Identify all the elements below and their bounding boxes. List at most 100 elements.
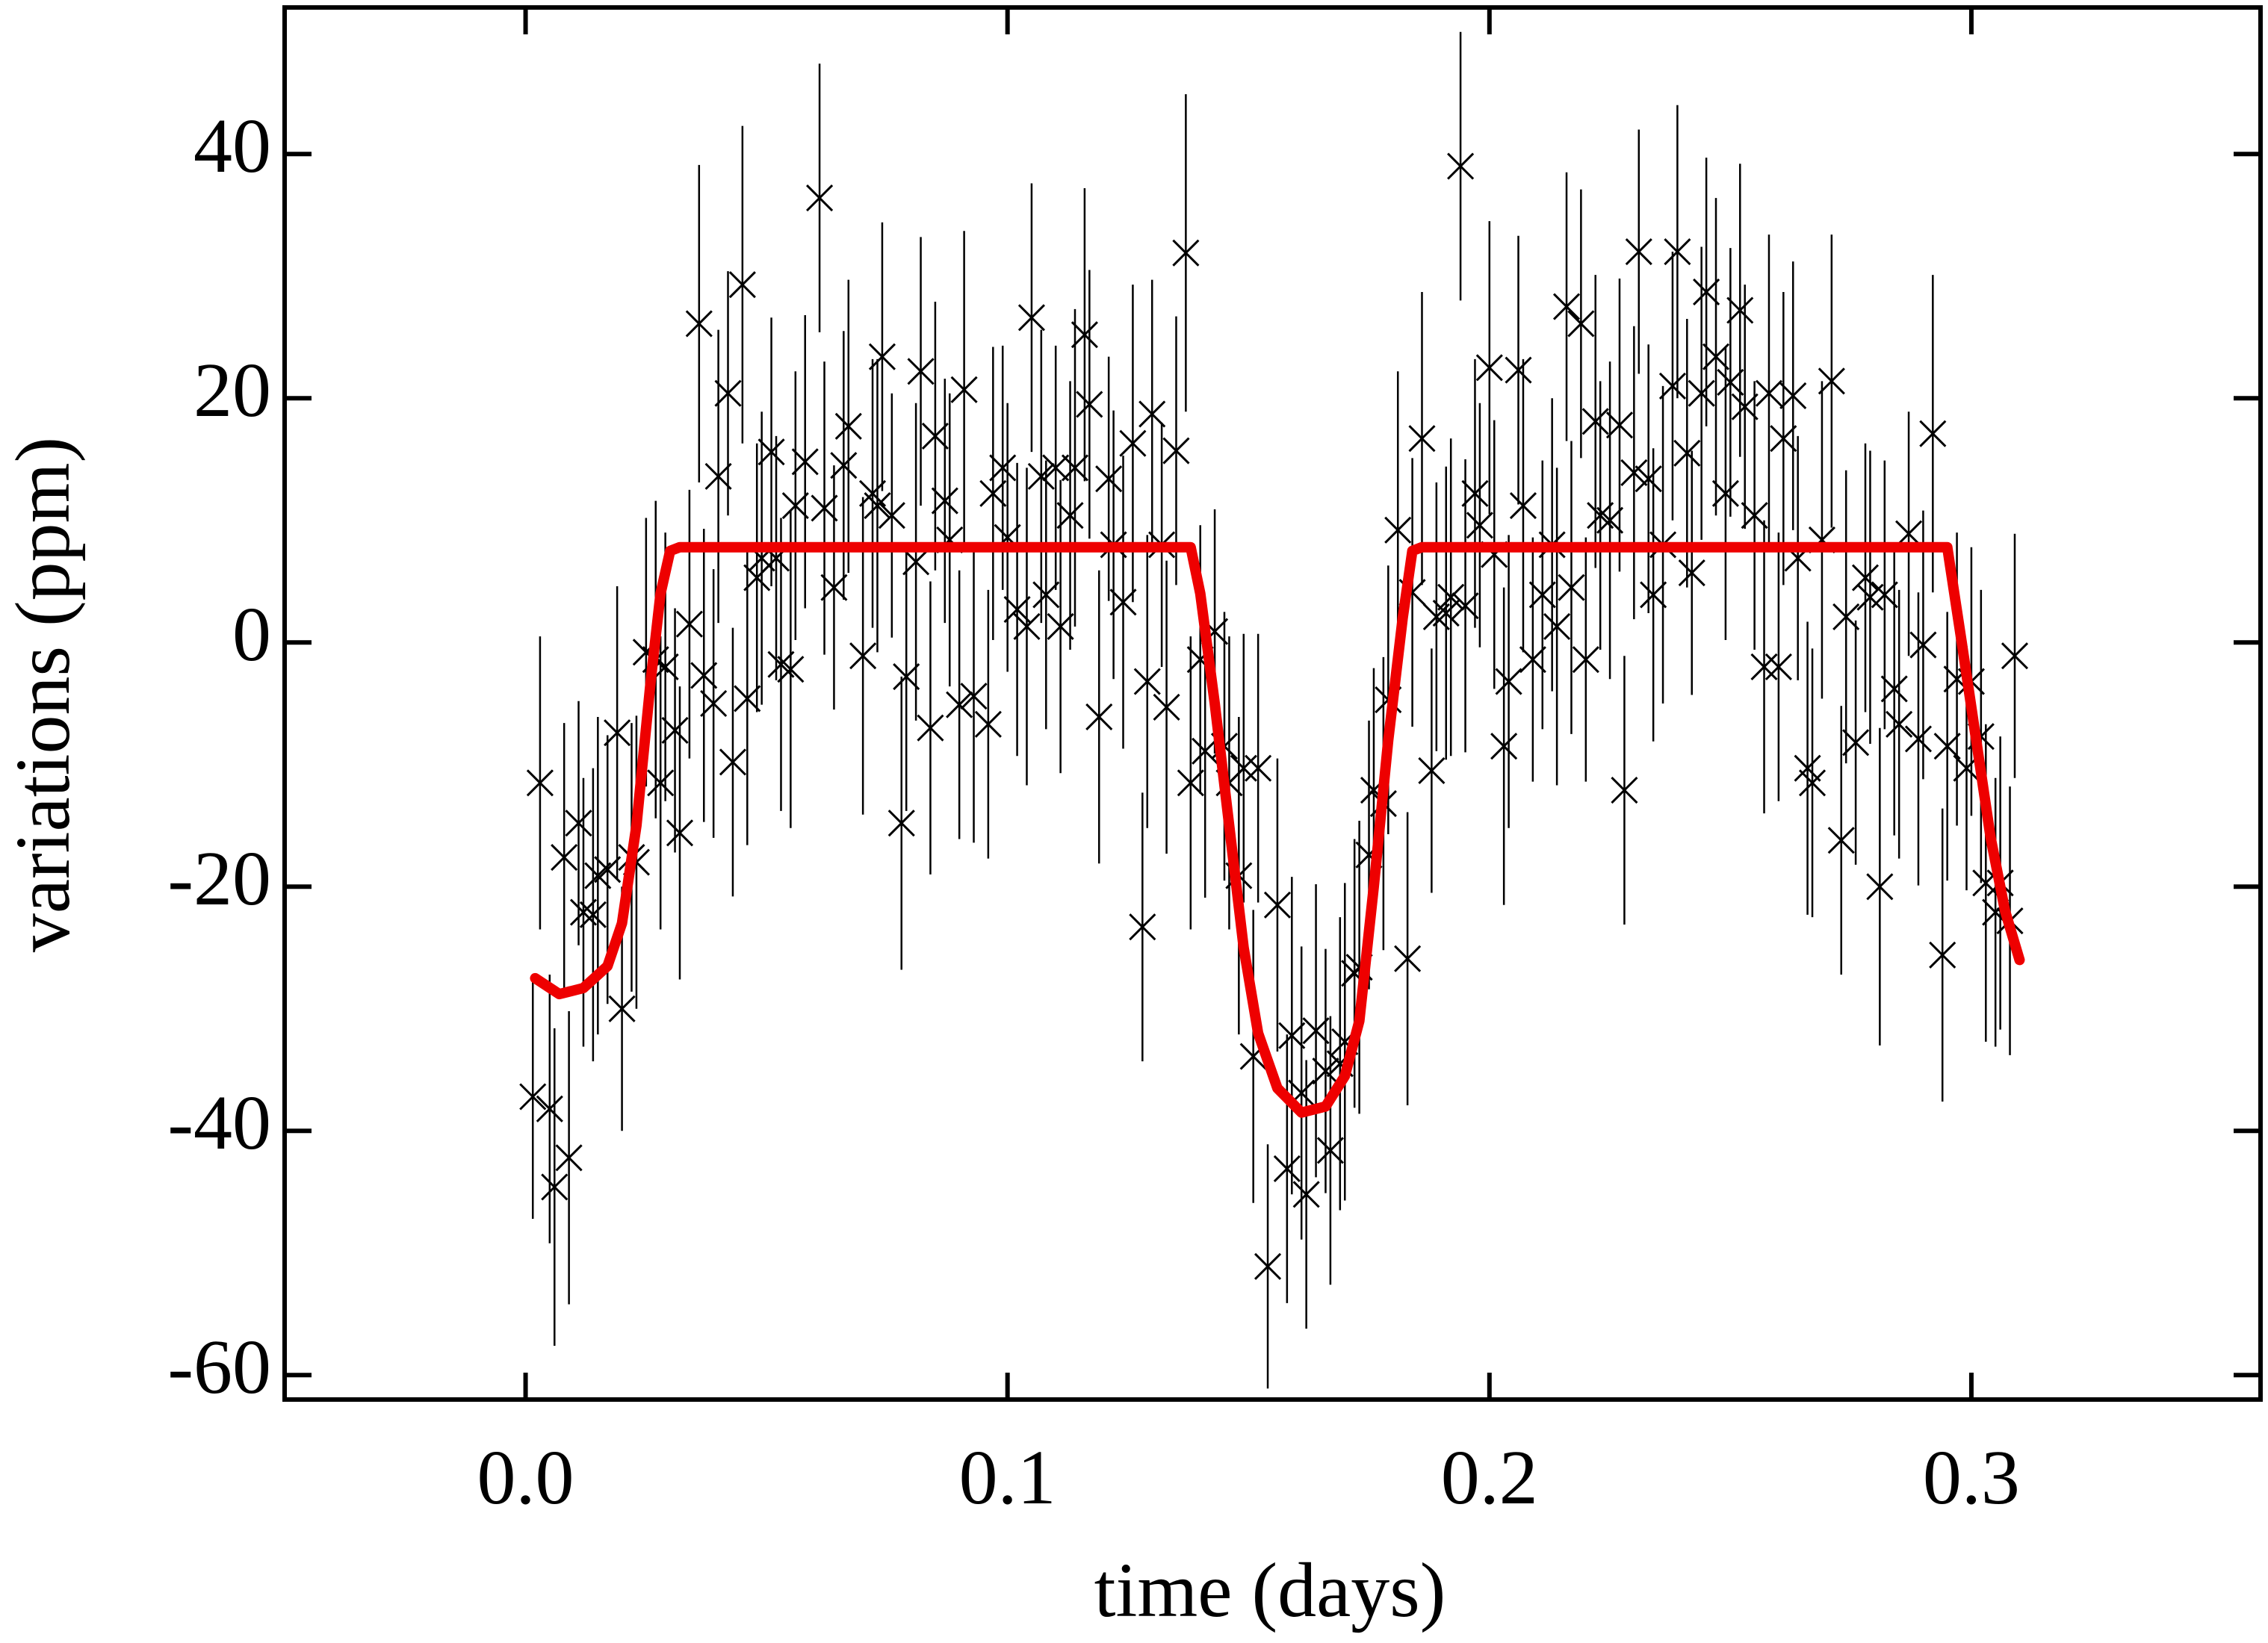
data-point <box>1384 516 1412 544</box>
data-point <box>1904 725 1933 753</box>
data-point <box>1133 668 1161 695</box>
data-point <box>1818 367 1845 395</box>
data-point <box>647 769 675 797</box>
data-point <box>1798 769 1827 797</box>
data-point <box>950 376 978 403</box>
data-point <box>1543 612 1571 641</box>
data-point <box>714 379 742 407</box>
data-point <box>907 358 935 385</box>
data-point <box>1866 873 1894 901</box>
data-point <box>704 462 732 490</box>
data-point <box>1316 1137 1344 1164</box>
data-point <box>849 642 877 670</box>
y-tick-label: -60 <box>167 1324 271 1410</box>
data-point <box>1162 437 1190 465</box>
data-point <box>974 710 1002 738</box>
data-point <box>757 438 785 466</box>
data-point <box>1394 945 1422 972</box>
data-point <box>820 574 848 601</box>
data-point <box>1056 502 1084 529</box>
data-point <box>1519 646 1546 674</box>
data-point <box>777 656 805 683</box>
data-point <box>864 492 891 520</box>
data-point <box>608 995 636 1022</box>
plot-area <box>519 31 2029 1389</box>
data-point <box>1027 462 1055 490</box>
data-point <box>1302 1017 1330 1045</box>
data-point <box>1177 769 1204 797</box>
data-point <box>1119 429 1147 457</box>
data-point <box>1109 588 1137 616</box>
data-point <box>1770 425 1797 453</box>
data-point <box>675 610 703 638</box>
data-point <box>1572 646 1599 674</box>
data-point <box>1596 506 1624 534</box>
data-point <box>1432 599 1460 627</box>
data-point <box>551 843 578 872</box>
data-point <box>979 479 1007 507</box>
data-point <box>1013 612 1041 641</box>
data-point <box>946 691 973 718</box>
data-point <box>1263 891 1292 919</box>
data-point <box>1466 512 1493 539</box>
y-axis-label: variations (ppm) <box>0 437 86 952</box>
data-point <box>767 650 795 678</box>
data-point <box>1658 372 1687 400</box>
data-point <box>1505 356 1532 384</box>
data-point <box>1880 675 1908 703</box>
data-point <box>1702 343 1730 370</box>
data-point <box>1664 237 1691 266</box>
x-tick-label: 0.0 <box>477 1435 574 1521</box>
data-point <box>902 548 930 576</box>
data-point <box>830 452 858 479</box>
data-point <box>811 494 838 522</box>
data-point <box>1437 583 1465 611</box>
data-point <box>1842 729 1870 757</box>
data-point <box>1558 574 1585 601</box>
data-point <box>1794 754 1821 782</box>
data-point <box>1447 152 1475 180</box>
model-line <box>530 541 2025 1118</box>
data-point <box>1245 754 1272 782</box>
data-point <box>931 487 958 515</box>
data-point <box>1851 564 1880 591</box>
data-point <box>1095 465 1123 493</box>
data-point <box>1688 379 1715 407</box>
data-point <box>1741 502 1768 529</box>
data-point <box>1567 310 1595 338</box>
data-point <box>781 492 809 520</box>
data-point <box>1278 1022 1306 1049</box>
data-point <box>1832 603 1860 630</box>
data-point <box>1711 479 1739 507</box>
data-point <box>1755 379 1783 407</box>
data-point <box>868 343 896 370</box>
x-axis-label: time (days) <box>1094 1547 1446 1633</box>
data-point <box>519 1083 547 1111</box>
data-point <box>1717 368 1744 397</box>
data-point <box>1673 439 1701 467</box>
data-point <box>1731 393 1759 420</box>
data-point <box>1509 492 1537 520</box>
data-point <box>1490 733 1518 760</box>
data-point <box>834 412 862 440</box>
data-point <box>579 901 607 928</box>
data-point <box>728 271 756 299</box>
data-point <box>1495 668 1522 695</box>
data-point <box>700 689 728 718</box>
data-point <box>1827 827 1855 854</box>
data-point <box>1422 603 1450 630</box>
data-point <box>1726 296 1754 324</box>
data-point <box>1640 581 1667 609</box>
data-point <box>1172 239 1200 267</box>
y-tick-label: 20 <box>193 347 271 433</box>
data-point <box>1071 321 1098 349</box>
data-point <box>1461 479 1489 507</box>
data-point <box>1909 631 1937 659</box>
data-point <box>569 898 598 926</box>
data-point <box>604 719 631 747</box>
data-point <box>1076 391 1103 418</box>
data-point <box>1292 1181 1320 1208</box>
data-point <box>661 716 689 745</box>
data-point <box>1418 757 1446 784</box>
